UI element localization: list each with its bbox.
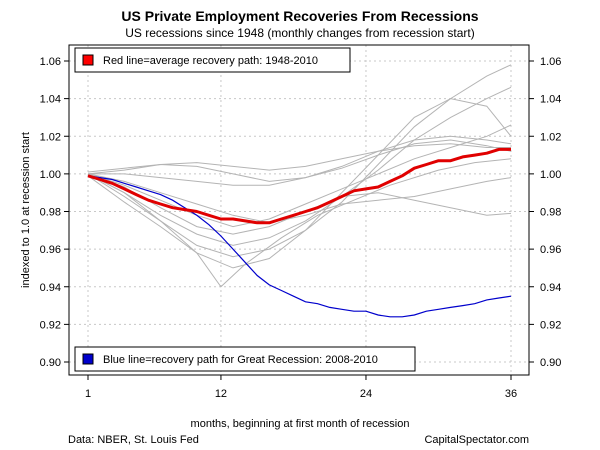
legend-average-label: Red line=average recovery path: 1948-201…	[103, 55, 318, 67]
x-tick-label-1: 12	[215, 388, 227, 400]
plot-frame	[68, 44, 530, 376]
y-tick-label-left-3: 0.96	[40, 244, 61, 256]
average-line-group	[87, 147, 511, 225]
great-recession-line-group	[87, 175, 512, 318]
y-tick-label-left-1: 0.92	[40, 319, 61, 331]
y-tick-label-left-2: 0.94	[40, 282, 61, 294]
y-tick-label-right-3: 0.96	[540, 244, 561, 256]
y-tick-label-right-1: 0.92	[540, 319, 561, 331]
x-axis: 1 12 24 36	[85, 375, 517, 400]
legend-great-label: Blue line=recovery path for Great Recess…	[103, 354, 378, 366]
recession-line-5	[87, 143, 511, 175]
y-tick-label-left-5: 1.00	[40, 169, 61, 181]
y-tick-label-right-7: 1.04	[540, 94, 561, 106]
recession-line-3	[87, 98, 512, 269]
y-axis-left: 0.90 0.92 0.94 0.96 0.98 1.00 1.02 1.04 1.06	[40, 56, 69, 369]
legend-average: Red line=average recovery path: 1948-201…	[74, 47, 351, 73]
footer-source: Data: NBER, St. Louis Fed	[68, 434, 199, 446]
recession-line-10	[88, 135, 512, 186]
legend-average-swatch	[82, 54, 94, 66]
y-tick-label-right-2: 0.94	[540, 282, 561, 294]
y-tick-label-left-0: 0.90	[40, 357, 61, 369]
x-tick-label-0: 1	[85, 388, 91, 400]
y-axis-label: indexed to 1.0 at recession start	[20, 132, 32, 288]
y-tick-label-right-6: 1.02	[540, 131, 561, 143]
legend-great-box	[74, 346, 416, 372]
recession-line-7	[87, 124, 512, 228]
x-tick-label-2: 24	[360, 388, 372, 400]
y-tick-label-left-7: 1.04	[40, 94, 61, 106]
chart-subtitle: US recessions since 1948 (monthly change…	[125, 26, 474, 40]
y-tick-label-right-4: 0.98	[540, 207, 561, 219]
great-recession-line	[87, 175, 512, 318]
recession-line-8	[87, 173, 512, 235]
y-tick-label-right-5: 1.00	[540, 169, 561, 181]
chart-title: US Private Employment Recoveries From Re…	[121, 8, 478, 24]
y-tick-label-left-8: 1.06	[40, 56, 61, 68]
y-tick-label-right-8: 1.06	[540, 56, 561, 68]
recession-line-9	[87, 158, 512, 288]
legend-average-box	[74, 47, 351, 73]
recession-line-6	[87, 173, 512, 224]
recession-line-2	[87, 86, 512, 246]
average-line	[87, 147, 511, 225]
y-tick-label-left-4: 0.98	[40, 207, 61, 219]
y-tick-label-right-0: 0.90	[540, 357, 561, 369]
x-axis-label: months, beginning at first month of rece…	[191, 418, 410, 430]
legend-great: Blue line=recovery path for Great Recess…	[74, 346, 416, 372]
legend-great-swatch	[82, 353, 94, 365]
recession-lines	[87, 64, 512, 288]
y-axis-right: 0.90 0.92 0.94 0.96 0.98 1.00 1.02 1.04 1.06	[529, 56, 561, 369]
y-tick-label-left-6: 1.02	[40, 131, 61, 143]
footer-credit: CapitalSpectator.com	[424, 434, 529, 446]
x-tick-label-3: 36	[505, 388, 517, 400]
